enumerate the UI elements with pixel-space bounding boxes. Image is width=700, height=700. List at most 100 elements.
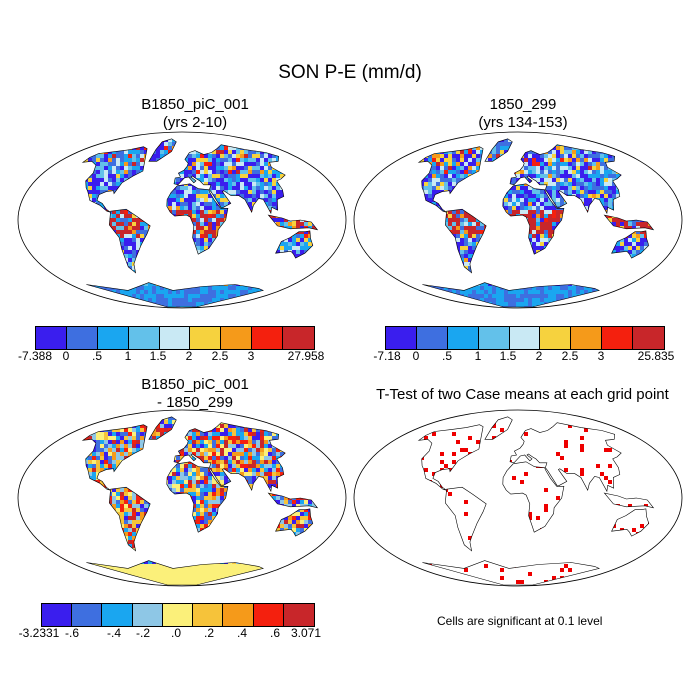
coastline	[148, 138, 177, 162]
map-border	[353, 409, 683, 587]
colorbar-top-left	[35, 326, 315, 350]
colorbar-swatch	[132, 604, 163, 626]
map-bottom-right	[353, 409, 683, 587]
tick-label: 2.5	[561, 349, 579, 363]
tick-label: 1.5	[499, 349, 517, 363]
coastline	[86, 282, 265, 308]
colorbar-swatch	[283, 327, 314, 349]
tick-label: 3	[597, 349, 605, 363]
tick-label: -.4	[106, 626, 122, 640]
coastline	[603, 492, 655, 509]
tick-label: 0	[412, 349, 420, 363]
tick-label: 1.5	[149, 349, 167, 363]
colorbar-swatch	[102, 604, 133, 626]
colorbar-swatch	[72, 604, 103, 626]
tick-label: 0	[62, 349, 70, 363]
coastline	[275, 230, 314, 259]
colorbar-swatch	[36, 327, 67, 349]
colorbar-swatch	[253, 604, 284, 626]
colorbar-swatch	[66, 327, 98, 349]
tick-label: 3	[247, 349, 255, 363]
coastline	[509, 144, 622, 215]
colorbar-swatch	[193, 604, 224, 626]
colorbar-swatch	[221, 327, 253, 349]
coastline	[148, 416, 177, 440]
colorbar-swatch	[159, 327, 191, 349]
tick-label: .0	[170, 626, 182, 640]
panel-title-line1: B1850_piC_001	[141, 96, 249, 113]
coastline	[417, 146, 484, 213]
coastline	[502, 183, 565, 255]
colorbar-swatch	[633, 327, 664, 349]
panel-title-line1: B1850_piC_001	[141, 376, 249, 393]
colorbar-top-right	[385, 326, 665, 350]
colorbar-swatch	[128, 327, 160, 349]
coastline	[422, 282, 601, 308]
tick-label: -.2	[135, 626, 151, 640]
panel-title-line2: (yrs 2-10)	[162, 114, 228, 131]
colorbar-bottom-left	[41, 603, 315, 627]
colorbar-swatch	[252, 327, 283, 349]
coastline	[166, 183, 229, 255]
colorbar-swatch	[190, 327, 222, 349]
panel-title-bottom-right: T-Test of two Case means at each grid po…	[345, 386, 700, 404]
colorbar-swatch	[283, 604, 314, 626]
coastline	[484, 138, 513, 162]
colorbar-swatch	[97, 327, 129, 349]
map-content	[353, 409, 683, 587]
tick-label: -3.2331	[18, 626, 60, 640]
tick-label: -.6	[64, 626, 80, 640]
significance-note: Cells are significant at 0.1 level	[437, 614, 603, 628]
ocean	[354, 132, 682, 308]
map-top-right	[353, 131, 683, 309]
coastline	[502, 461, 565, 533]
coastline	[444, 208, 487, 274]
coastline	[81, 424, 148, 491]
tick-label: 25.835	[637, 349, 675, 363]
panel-title-top-left: B1850_piC_001 (yrs 2-10)	[40, 96, 350, 132]
panel-title-line1: T-Test of two Case means at each grid po…	[376, 386, 669, 403]
tick-label: .6	[269, 626, 281, 640]
coastline	[173, 422, 286, 493]
coastline	[166, 461, 229, 533]
map-content	[17, 131, 347, 309]
tick-label: 2.5	[211, 349, 229, 363]
coastline	[267, 492, 319, 509]
colorbar-swatch	[602, 327, 633, 349]
coastline	[108, 208, 151, 274]
coastline	[422, 560, 601, 586]
ocean	[18, 410, 346, 586]
coastline	[173, 144, 286, 215]
panel-title-line2: - 1850_299	[157, 394, 233, 411]
tick-label: 3.071	[290, 626, 322, 640]
ocean	[18, 132, 346, 308]
colorbar-swatch	[478, 327, 510, 349]
panel-title-bottom-left: B1850_piC_001 - 1850_299	[40, 376, 350, 412]
tick-label: .4	[236, 626, 248, 640]
coastline	[417, 424, 484, 491]
map-border	[17, 131, 347, 309]
tick-label: .2	[203, 626, 215, 640]
map-top-left	[17, 131, 347, 309]
coastline	[267, 214, 319, 231]
colorbar-swatch	[447, 327, 479, 349]
tick-label: 1	[124, 349, 132, 363]
colorbar-swatch	[509, 327, 541, 349]
coastline	[509, 422, 622, 493]
tick-label: .5	[91, 349, 103, 363]
coastline	[611, 230, 650, 259]
colorbar-swatch	[162, 604, 194, 626]
tick-label: -7.388	[17, 349, 53, 363]
main-title: SON P-E (mm/d)	[278, 62, 422, 83]
colorbar-swatch	[42, 604, 73, 626]
coastline	[484, 416, 513, 440]
panel-title-line2: (yrs 134-153)	[478, 114, 568, 131]
tick-label: .5	[441, 349, 453, 363]
ocean	[354, 410, 682, 586]
tick-label: 2	[535, 349, 543, 363]
colorbar-swatch	[386, 327, 417, 349]
colorbar-swatch	[571, 327, 603, 349]
colorbar-swatch	[223, 604, 254, 626]
tick-label: 2	[185, 349, 193, 363]
coastline	[275, 508, 314, 537]
